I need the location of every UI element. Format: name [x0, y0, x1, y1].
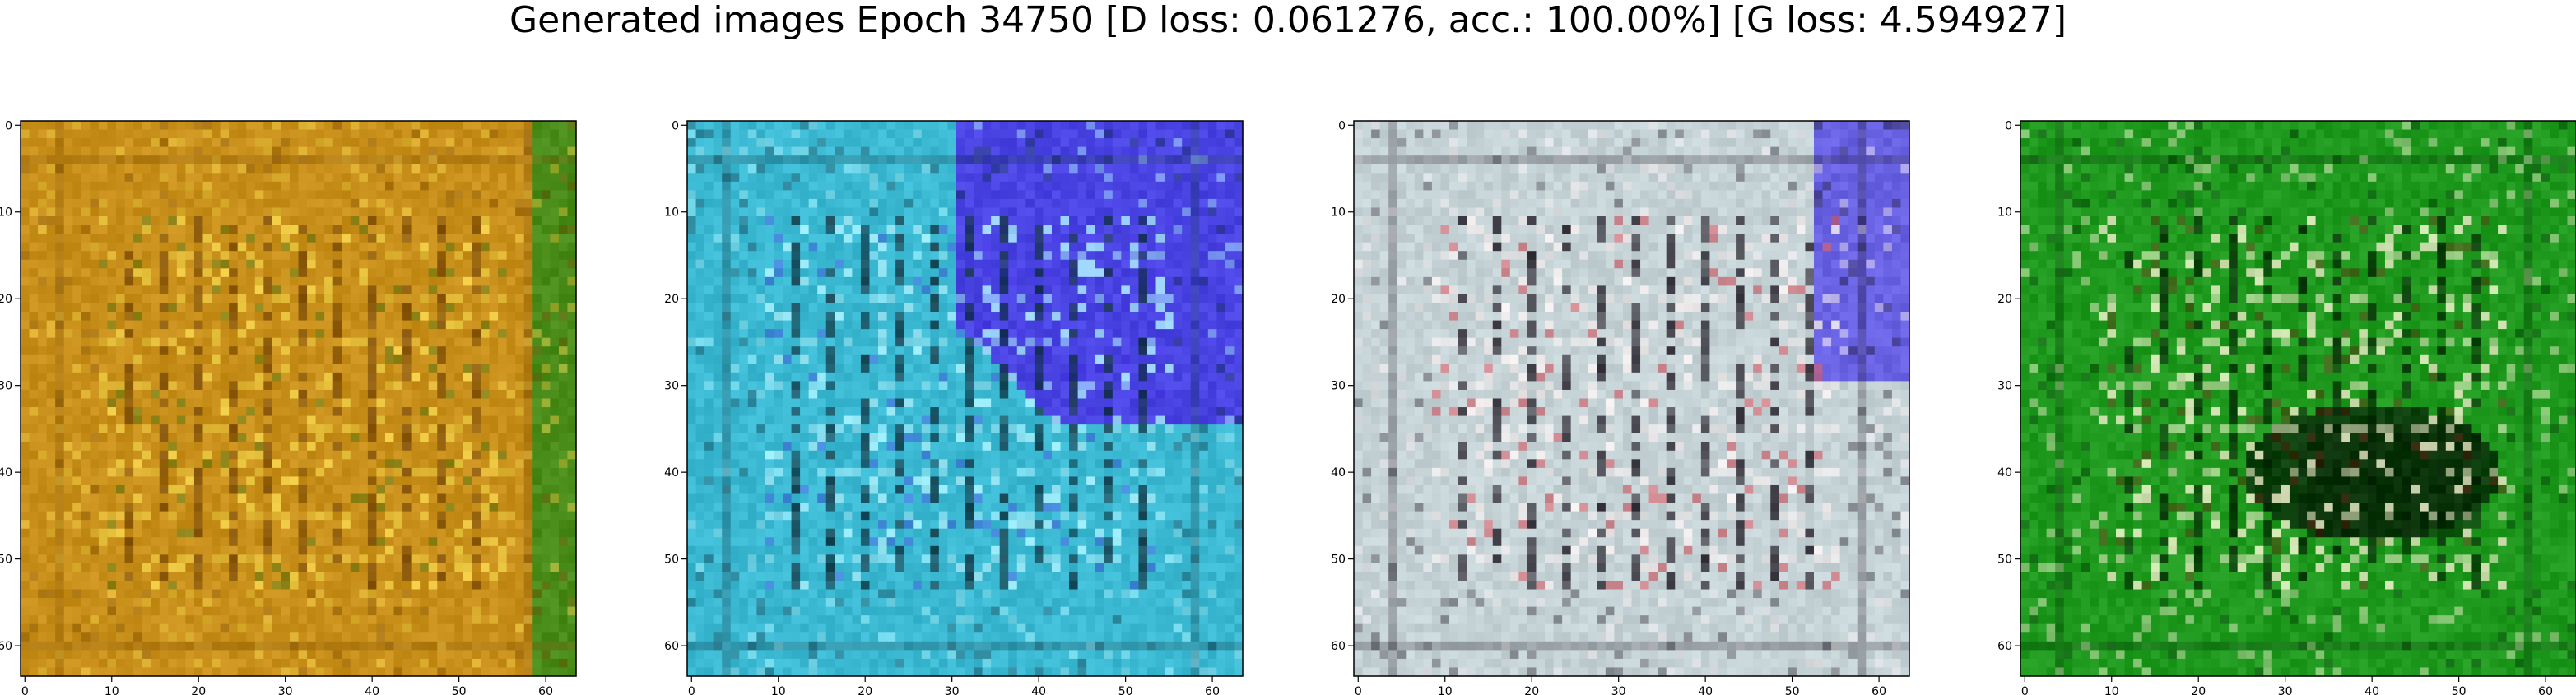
y-tick-label: 10 — [0, 206, 12, 220]
x-tick-label: 60 — [1872, 685, 1886, 695]
y-tick-label: 40 — [664, 466, 679, 480]
y-tick-label: 0 — [2005, 119, 2012, 132]
x-tick-label: 50 — [1785, 685, 1800, 695]
y-tick-label: 30 — [0, 380, 12, 393]
y-tick-label: 10 — [1331, 206, 1346, 220]
y-tick-label: 10 — [1997, 206, 2012, 220]
image-panel-4: 0 10 20 30 40 50 60 0 10 20 30 40 50 60 — [1997, 119, 2576, 695]
x-tick-label: 20 — [1524, 685, 1539, 695]
x-tick-label: 10 — [1438, 685, 1453, 695]
x-tick-label: 10 — [771, 685, 786, 695]
axes-frame — [686, 120, 1244, 677]
x-tick-label: 0 — [1355, 685, 1362, 695]
y-tick-label: 30 — [1331, 380, 1346, 393]
x-tick-label: 30 — [1611, 685, 1626, 695]
x-tick-label: 30 — [278, 685, 293, 695]
y-tick-label: 40 — [0, 466, 12, 480]
y-tick-label: 0 — [5, 119, 12, 132]
y-tick-label: 30 — [664, 380, 679, 393]
x-tick-label: 10 — [105, 685, 119, 695]
axes-frame — [2020, 120, 2576, 677]
x-tick-label: 60 — [1205, 685, 1220, 695]
y-tick-label: 60 — [0, 640, 12, 653]
y-tick-label: 60 — [1331, 640, 1346, 653]
generated-image-4 — [2020, 121, 2576, 677]
y-tick-label: 40 — [1997, 466, 2012, 480]
x-tick-label: 20 — [191, 685, 206, 695]
x-tick-label: 10 — [2104, 685, 2119, 695]
y-tick-label: 60 — [664, 640, 679, 653]
y-tick-label: 50 — [0, 554, 12, 567]
x-tick-label: 30 — [2278, 685, 2293, 695]
y-tick-label: 0 — [672, 119, 679, 132]
x-tick-label: 20 — [858, 685, 872, 695]
x-tick-label: 40 — [1031, 685, 1046, 695]
y-tick-label: 50 — [664, 554, 679, 567]
y-tick-label: 20 — [664, 293, 679, 306]
image-panel-1: 0 10 20 30 40 50 60 0 10 20 30 40 50 60 — [0, 119, 577, 695]
image-panel-3: 0 10 20 30 40 50 60 0 10 20 30 40 50 60 — [1331, 119, 1910, 695]
axes-frame — [1353, 120, 1910, 677]
y-tick-label: 40 — [1331, 466, 1346, 480]
x-tick-label: 30 — [945, 685, 960, 695]
y-tick-label: 60 — [1997, 640, 2012, 653]
x-tick-label: 60 — [538, 685, 553, 695]
x-tick-label: 40 — [2364, 685, 2379, 695]
figure-title: Generated images Epoch 34750 [D loss: 0.… — [509, 0, 2067, 41]
generated-image-1 — [21, 121, 577, 677]
x-tick-label: 40 — [365, 685, 379, 695]
x-tick-label: 40 — [1698, 685, 1713, 695]
y-tick-label: 20 — [0, 293, 12, 306]
x-tick-label: 0 — [2021, 685, 2029, 695]
x-tick-label: 50 — [452, 685, 467, 695]
y-tick-label: 50 — [1331, 554, 1346, 567]
x-tick-label: 20 — [2191, 685, 2206, 695]
image-panel-2: 0 10 20 30 40 50 60 0 10 20 30 40 50 60 — [664, 119, 1244, 695]
y-tick-label: 10 — [664, 206, 679, 220]
x-tick-label: 60 — [2538, 685, 2553, 695]
x-tick-label: 50 — [1118, 685, 1133, 695]
x-tick-label: 50 — [2452, 685, 2467, 695]
x-tick-label: 0 — [688, 685, 695, 695]
generated-image-3 — [1354, 121, 1910, 677]
x-tick-label: 0 — [21, 685, 29, 695]
axes-frame — [20, 120, 577, 677]
y-tick-label: 30 — [1997, 380, 2012, 393]
y-tick-label: 0 — [1338, 119, 1346, 132]
y-tick-label: 20 — [1997, 293, 2012, 306]
generated-image-2 — [687, 121, 1244, 677]
y-tick-label: 50 — [1997, 554, 2012, 567]
y-tick-label: 20 — [1331, 293, 1346, 306]
